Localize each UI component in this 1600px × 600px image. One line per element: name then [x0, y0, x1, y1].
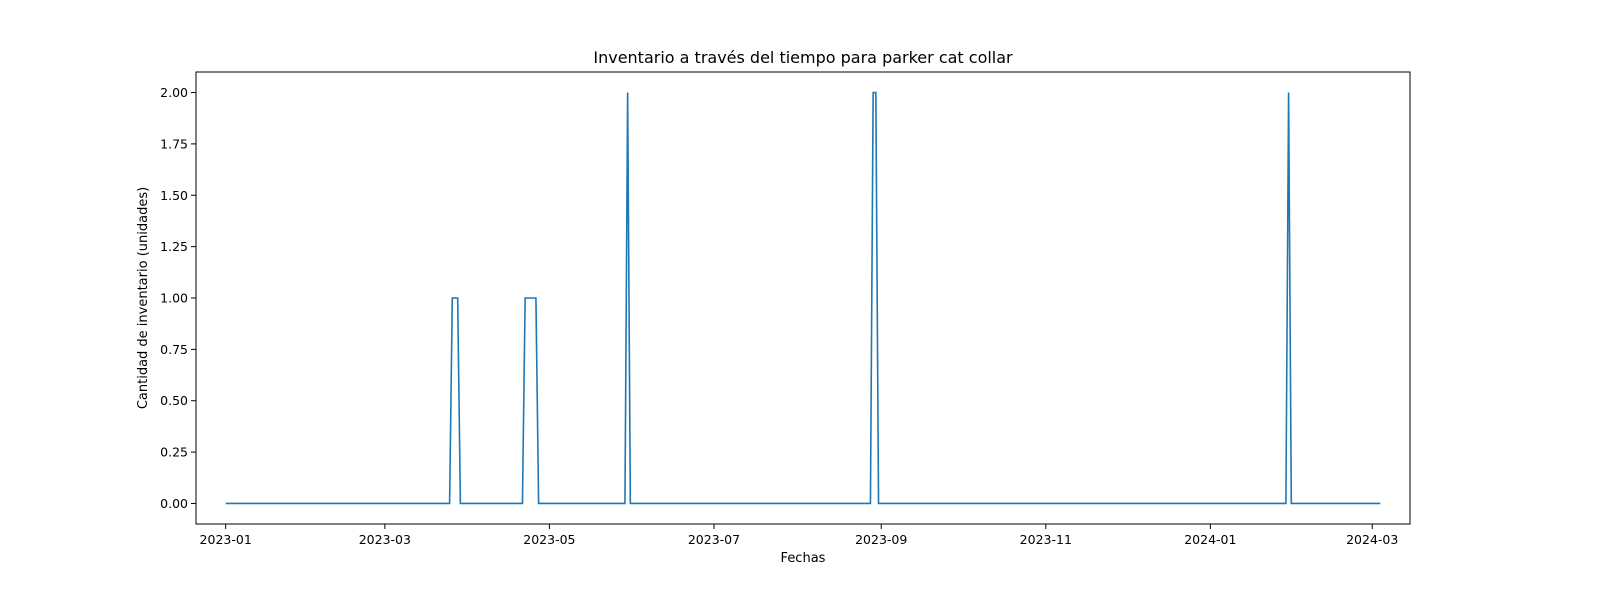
x-tick-label: 2023-01 — [200, 532, 252, 547]
y-tick-label: 0.50 — [160, 393, 188, 408]
y-tick-label: 0.00 — [160, 496, 188, 511]
y-axis: 0.00 0.25 0.50 0.75 1.00 1.25 1.50 1.75 2.00 — [160, 85, 196, 511]
y-tick-label: 0.25 — [160, 445, 188, 460]
y-axis-label: Cantidad de inventario (unidades) — [136, 187, 151, 409]
y-tick-label: 0.75 — [160, 342, 188, 357]
x-axis: 2023-01 2023-03 2023-05 2023-07 2023-09 2023-… — [200, 524, 1398, 547]
x-tick-label: 2024-03 — [1346, 532, 1398, 547]
y-tick-label: 1.00 — [160, 291, 188, 306]
x-tick-label: 2023-03 — [359, 532, 411, 547]
series-line — [225, 91, 1381, 505]
series-group — [225, 91, 1381, 505]
y-tick-label: 1.25 — [160, 239, 188, 254]
plot-frame — [195, 71, 1411, 525]
y-tick-label: 1.50 — [160, 188, 188, 203]
x-tick-label: 2023-05 — [523, 532, 575, 547]
y-tick-label: 1.75 — [160, 136, 188, 151]
x-tick-label: 2023-09 — [855, 532, 907, 547]
chart-title: Inventario a través del tiempo para park… — [593, 48, 1013, 67]
x-tick-label: 2024-01 — [1184, 532, 1236, 547]
y-tick-label: 2.00 — [160, 85, 188, 100]
x-axis-label: Fechas — [781, 551, 826, 566]
x-tick-label: 2023-07 — [688, 532, 740, 547]
x-tick-label: 2023-11 — [1020, 532, 1072, 547]
